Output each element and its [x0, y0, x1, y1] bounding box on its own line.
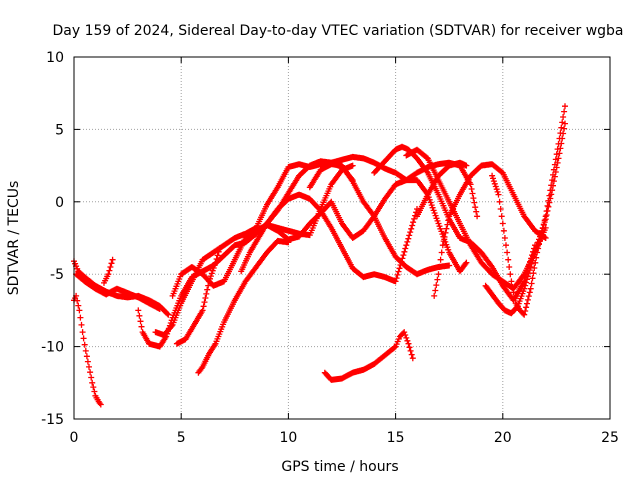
- series-arc-e: [135, 158, 356, 350]
- series-arc-a: [71, 292, 104, 408]
- series-arc-s: [482, 120, 568, 317]
- series-arc-l: [306, 161, 453, 278]
- series-arc-d: [101, 256, 116, 286]
- x-tick-label: 20: [494, 430, 512, 446]
- y-tick-label: -5: [50, 267, 64, 283]
- series-arc-i: [195, 237, 292, 376]
- plus-markers: [238, 191, 420, 285]
- x-tick-label: 0: [70, 430, 79, 446]
- axis-ticks: 0 5 10 15 20 25 -15 -10 -5 0 5 10: [41, 50, 619, 446]
- data-marks: [71, 103, 568, 408]
- series-arc-m: [321, 329, 416, 383]
- series-arc-h: [173, 245, 223, 347]
- y-axis-label: SDTVAR / TECUs: [6, 181, 22, 296]
- plus-markers: [101, 256, 116, 286]
- x-axis-label: GPS time / hours: [281, 459, 398, 475]
- grid: [74, 57, 610, 419]
- series-arc-j: [238, 191, 420, 285]
- y-tick-label: -15: [41, 412, 64, 428]
- plus-markers: [482, 120, 568, 317]
- plus-markers: [195, 237, 292, 376]
- plot-frame: [73, 56, 611, 420]
- plus-markers: [414, 159, 470, 220]
- series-arc-c: [73, 271, 163, 312]
- series-arc-p: [414, 159, 470, 220]
- plus-markers: [173, 245, 223, 347]
- y-tick-label: 5: [55, 122, 64, 138]
- plus-markers: [73, 271, 163, 312]
- plus-markers: [135, 158, 356, 350]
- x-tick-label: 25: [601, 430, 619, 446]
- y-tick-label: 0: [55, 195, 64, 211]
- x-tick-label: 5: [177, 430, 186, 446]
- plus-markers: [431, 161, 549, 299]
- x-tick-label: 15: [387, 430, 405, 446]
- y-tick-label: 10: [46, 50, 64, 66]
- y-tick-label: -10: [41, 340, 64, 356]
- x-tick-label: 10: [279, 430, 297, 446]
- plus-markers: [306, 161, 453, 278]
- chart-title: Day 159 of 2024, Sidereal Day-to-day VTE…: [52, 23, 623, 39]
- plus-markers: [321, 329, 416, 383]
- series-arc-q: [431, 161, 549, 299]
- plus-markers: [71, 292, 104, 408]
